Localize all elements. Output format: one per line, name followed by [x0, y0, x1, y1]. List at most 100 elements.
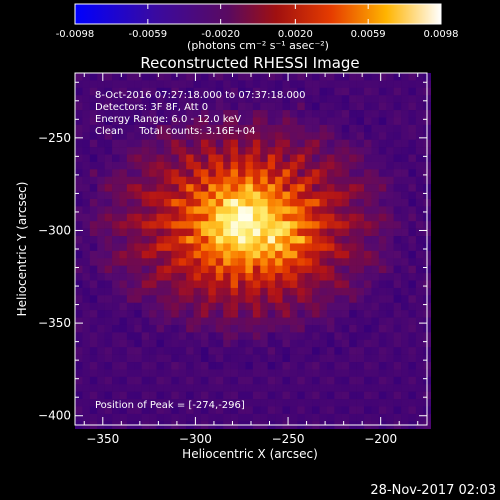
heatmap-cell — [149, 87, 157, 96]
heatmap-cell — [371, 110, 380, 118]
heatmap-cell — [112, 213, 120, 222]
heatmap-cell — [408, 236, 417, 244]
heatmap-cell — [364, 384, 372, 392]
heatmap-cell — [289, 110, 298, 118]
heatmap-cell — [171, 102, 180, 111]
heatmap-cell — [401, 376, 409, 385]
heatmap-cell — [312, 339, 320, 348]
heatmap-cell — [267, 80, 276, 89]
heatmap-cell — [89, 376, 98, 385]
heatmap-cell — [208, 265, 217, 274]
heatmap-cell — [415, 280, 424, 289]
heatmap-cell — [89, 369, 98, 378]
heatmap-cell — [319, 117, 328, 126]
heatmap-cell — [312, 310, 320, 318]
heatmap-cell — [97, 87, 105, 96]
heatmap-cell — [312, 213, 320, 222]
heatmap-cell — [378, 154, 387, 163]
heatmap-cell — [149, 147, 157, 155]
heatmap-cell — [97, 102, 105, 111]
heatmap-cell — [75, 324, 83, 333]
heatmap-cell — [171, 161, 180, 170]
heatmap-cell — [238, 406, 246, 415]
heatmap-cell — [238, 73, 246, 81]
heatmap-cell — [156, 161, 165, 170]
heatmap-cell — [334, 317, 343, 326]
heatmap-cell — [178, 317, 187, 326]
heatmap-cell — [238, 213, 246, 222]
heatmap-cell — [134, 191, 142, 200]
heatmap-cell — [260, 191, 268, 200]
heatmap-cell — [252, 243, 261, 252]
heatmap-cell — [134, 169, 142, 178]
heatmap-cell — [208, 391, 217, 400]
heatmap-cell — [126, 73, 135, 81]
heatmap-cell — [252, 287, 261, 296]
heatmap-cell — [75, 413, 83, 422]
heatmap-cell — [149, 339, 157, 348]
heatmap-cell — [267, 147, 276, 155]
heatmap-cell — [75, 406, 83, 415]
heatmap-cell — [393, 191, 402, 200]
heatmap-cell — [282, 117, 291, 126]
heatmap-cell — [371, 347, 380, 355]
heatmap-cell — [245, 317, 254, 326]
heatmap-cell — [112, 161, 120, 170]
heatmap-cell — [89, 273, 98, 281]
heatmap-cell — [312, 191, 320, 200]
heatmap-cell — [230, 228, 239, 237]
heatmap-cell — [356, 95, 365, 103]
heatmap-cell — [319, 191, 328, 200]
heatmap-cell — [230, 399, 239, 407]
heatmap-cell — [356, 354, 365, 363]
heatmap-cell — [163, 302, 172, 311]
heatmap-cell — [260, 206, 268, 215]
heatmap-cell — [393, 354, 402, 363]
heatmap-cell — [215, 102, 224, 111]
heatmap-cell — [134, 258, 142, 266]
heatmap-cell — [208, 302, 217, 311]
heatmap-cell — [163, 332, 172, 341]
heatmap-cell — [312, 273, 320, 281]
heatmap-cell — [119, 236, 128, 244]
heatmap-cell — [304, 184, 313, 192]
heatmap-cell — [126, 376, 135, 385]
heatmap-cell — [149, 243, 157, 252]
heatmap-cell — [141, 406, 150, 415]
heatmap-cell — [97, 376, 105, 385]
heatmap-cell — [119, 110, 128, 118]
heatmap-cell — [319, 213, 328, 222]
heatmap-cell — [171, 413, 180, 422]
heatmap-cell — [401, 154, 409, 163]
heatmap-cell — [193, 213, 202, 222]
heatmap-cell — [134, 124, 142, 133]
heatmap-cell — [267, 102, 276, 111]
heatmap-cell — [371, 132, 380, 140]
heatmap-cell — [126, 117, 135, 126]
heatmap-cell — [141, 236, 150, 244]
heatmap-cell — [312, 317, 320, 326]
heatmap-cell — [238, 250, 246, 259]
heatmap-cell — [371, 184, 380, 192]
y-tick-label: −300 — [38, 223, 71, 237]
heatmap-cell — [104, 154, 113, 163]
heatmap-cell — [230, 369, 239, 378]
heatmap-cell — [297, 184, 306, 192]
heatmap-cell — [378, 384, 387, 392]
heatmap-cell — [408, 184, 417, 192]
heatmap-cell — [223, 295, 231, 304]
heatmap-cell — [200, 287, 209, 296]
heatmap-cell — [312, 221, 320, 229]
heatmap-cell — [364, 221, 372, 229]
heatmap-cell — [208, 347, 217, 355]
heatmap-cell — [356, 332, 365, 341]
heatmap-cell — [178, 176, 187, 185]
heatmap-cell — [275, 117, 283, 126]
heatmap-cell — [356, 102, 365, 111]
heatmap-cell — [134, 384, 142, 392]
heatmap-cell — [386, 332, 394, 341]
heatmap-cell — [312, 406, 320, 415]
heatmap-cell — [89, 132, 98, 140]
heatmap-cell — [408, 317, 417, 326]
heatmap-cell — [341, 399, 350, 407]
